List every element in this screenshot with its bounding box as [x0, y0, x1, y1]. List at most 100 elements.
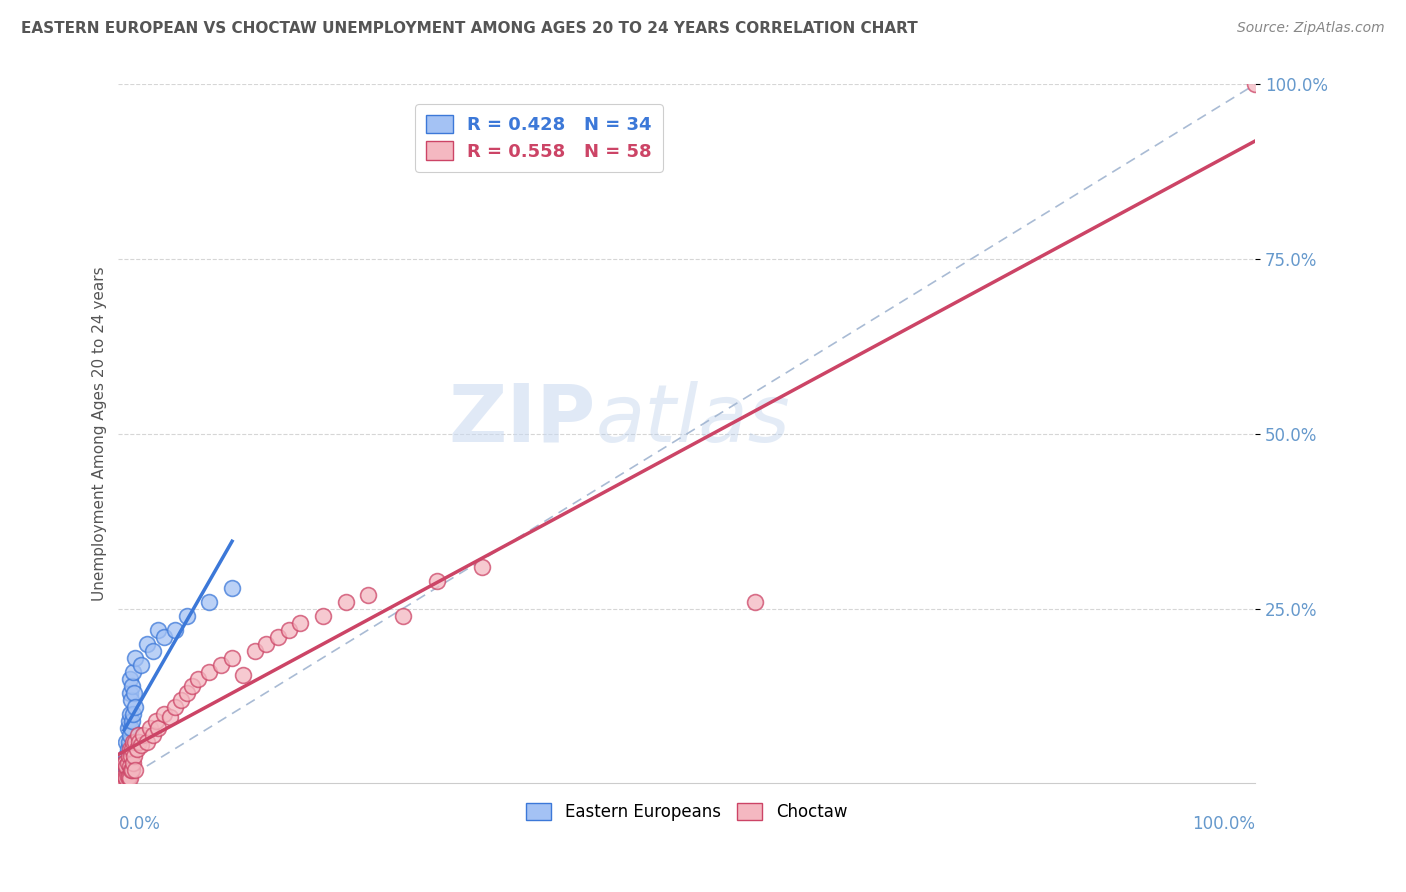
Point [118, 748, 141, 763]
Point [744, 595, 766, 609]
Point [117, 741, 139, 756]
Point [209, 657, 232, 672]
Point [124, 685, 146, 699]
Legend: Eastern Europeans, Choctaw: Eastern Europeans, Choctaw [520, 796, 853, 828]
Point [121, 679, 143, 693]
Point [165, 699, 187, 714]
Point [129, 657, 152, 672]
Point [118, 770, 141, 784]
Text: 0.0%: 0.0% [118, 815, 160, 833]
Point [114, 756, 136, 770]
Point [122, 734, 145, 748]
Point [118, 672, 141, 686]
Point [129, 738, 152, 752]
Point [115, 771, 138, 785]
Point [148, 721, 170, 735]
Point [118, 756, 141, 770]
Point [391, 608, 413, 623]
Point [148, 623, 170, 637]
Point [115, 734, 138, 748]
Point [118, 759, 141, 773]
Point [121, 763, 143, 777]
Point [132, 727, 155, 741]
Point [221, 581, 243, 595]
Point [115, 763, 138, 777]
Point [135, 734, 157, 748]
Point [118, 771, 141, 785]
Point [1244, 78, 1267, 92]
Point [120, 763, 142, 777]
Point [121, 741, 143, 756]
Y-axis label: Unemployment Among Ages 20 to 24 years: Unemployment Among Ages 20 to 24 years [93, 267, 107, 601]
Point [232, 668, 254, 682]
Point [335, 595, 357, 609]
Point [357, 588, 380, 602]
Point [122, 706, 145, 721]
Point [198, 595, 221, 609]
Point [176, 685, 198, 699]
Point [124, 748, 146, 763]
Point [254, 637, 277, 651]
Point [176, 608, 198, 623]
Point [112, 756, 135, 770]
Point [118, 685, 141, 699]
Point [145, 714, 167, 728]
Point [111, 770, 134, 784]
Point [243, 643, 266, 657]
Point [124, 699, 146, 714]
Text: Source: ZipAtlas.com: Source: ZipAtlas.com [1237, 21, 1385, 35]
Text: EASTERN EUROPEAN VS CHOCTAW UNEMPLOYMENT AMONG AGES 20 TO 24 YEARS CORRELATION C: EASTERN EUROPEAN VS CHOCTAW UNEMPLOYMENT… [21, 21, 918, 36]
Point [115, 748, 138, 763]
Point [124, 763, 146, 777]
Point [117, 756, 139, 770]
Point [124, 650, 146, 665]
Point [121, 714, 143, 728]
Point [187, 672, 209, 686]
Point [118, 741, 141, 756]
Point [312, 608, 335, 623]
Point [127, 727, 149, 741]
Point [181, 679, 204, 693]
Point [165, 623, 187, 637]
Point [112, 756, 135, 770]
Point [120, 721, 142, 735]
Point [141, 727, 163, 741]
Point [141, 643, 163, 657]
Point [135, 637, 157, 651]
Point [125, 741, 148, 756]
Point [117, 770, 139, 784]
Text: atlas: atlas [596, 381, 790, 459]
Point [118, 706, 141, 721]
Point [266, 630, 288, 644]
Point [112, 772, 135, 787]
Point [122, 756, 145, 770]
Point [471, 559, 494, 574]
Point [112, 770, 135, 784]
Point [128, 734, 150, 748]
Text: ZIP: ZIP [449, 381, 596, 459]
Point [120, 748, 142, 763]
Point [170, 692, 193, 706]
Point [221, 650, 243, 665]
Point [114, 770, 136, 784]
Point [426, 574, 449, 588]
Point [198, 665, 221, 679]
Point [153, 630, 176, 644]
Point [290, 615, 312, 630]
Point [118, 734, 141, 748]
Point [277, 623, 299, 637]
Point [111, 772, 134, 787]
Point [115, 759, 138, 773]
Point [120, 692, 142, 706]
Point [153, 706, 176, 721]
Point [124, 734, 146, 748]
Point [139, 721, 162, 735]
Point [117, 721, 139, 735]
Point [112, 772, 135, 787]
Point [159, 710, 181, 724]
Text: 100.0%: 100.0% [1192, 815, 1256, 833]
Point [118, 727, 141, 741]
Point [122, 665, 145, 679]
Point [118, 714, 141, 728]
Point [118, 748, 141, 763]
